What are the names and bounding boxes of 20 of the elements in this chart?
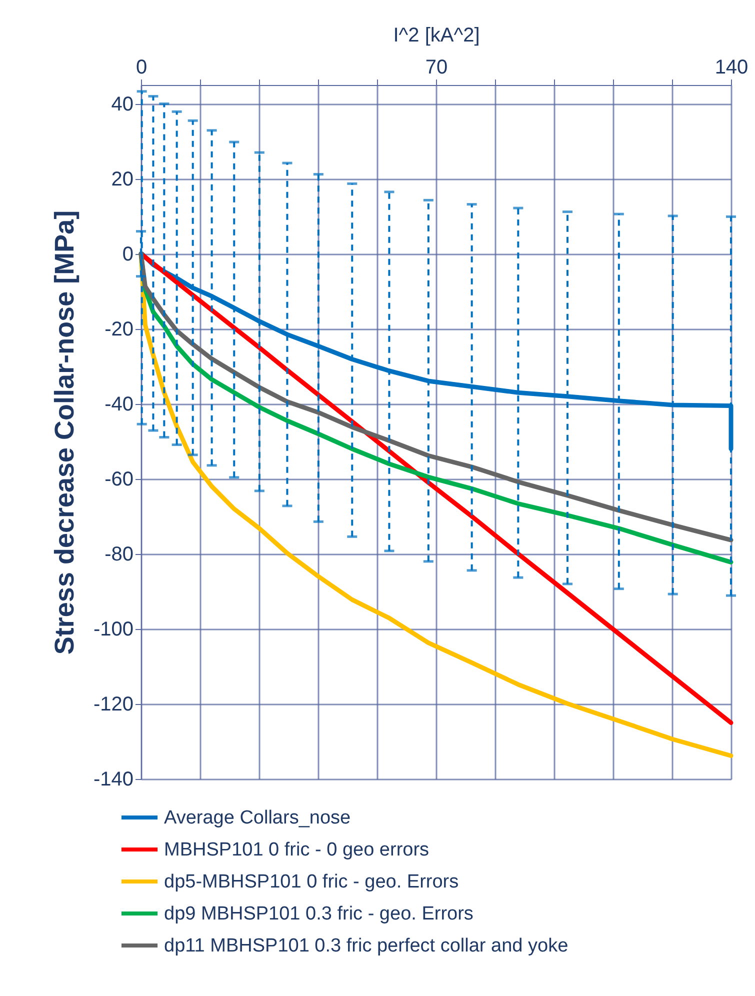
x-tick-label: 70 xyxy=(425,56,448,78)
legend-label: dp9 MBHSP101 0.3 fric - geo. Errors xyxy=(164,904,474,924)
y-tick-label: -40 xyxy=(104,393,134,416)
y-tick-label: 20 xyxy=(111,168,134,190)
legend-label: dp5-MBHSP101 0 fric - geo. Errors xyxy=(164,872,459,892)
y-tick-label: -100 xyxy=(93,618,134,640)
x-tick-label: 0 xyxy=(136,56,148,78)
x-tick-label: 140 xyxy=(714,56,748,78)
y-tick-label: 40 xyxy=(111,93,134,116)
y-tick-label: -120 xyxy=(93,693,134,716)
y-axis-title: Stress decrease Collar-nose [MPa] xyxy=(49,210,80,655)
legend-label: Average Collars_nose xyxy=(164,808,351,828)
y-tick-label: -20 xyxy=(104,318,134,340)
y-tick-label: -60 xyxy=(104,468,134,490)
legend-label: MBHSP101 0 fric - 0 geo errors xyxy=(164,840,430,860)
y-tick-label: -140 xyxy=(93,768,134,790)
y-tick-label: -80 xyxy=(104,543,134,566)
y-tick-label: 0 xyxy=(122,243,134,266)
x-axis-title: I^2 [kA^2] xyxy=(393,24,480,46)
legend-label: dp11 MBHSP101 0.3 fric perfect collar and yoke xyxy=(164,936,568,956)
